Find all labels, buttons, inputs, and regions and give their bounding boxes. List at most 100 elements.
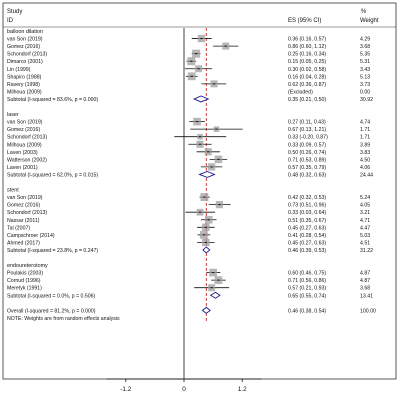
es-ci-text: 0.73 (0.51, 0.96) — [288, 203, 326, 209]
study-label: Laven (2001) — [7, 165, 38, 171]
group-label: balloon dilation — [7, 29, 43, 35]
es-ci-text: 0.71 (0.53, 0.89) — [288, 157, 326, 163]
study-label: Schondorf (2013) — [7, 210, 47, 216]
weight-text: 1.71 — [360, 127, 370, 133]
forest-rows: balloon dilation van Son (2019) 0.36 (0.16… — [7, 28, 376, 379]
weights-note: NOTE: Weights are from random effects an… — [7, 316, 120, 322]
study-label: van Son (2019) — [7, 120, 43, 126]
es-ci-text: 0.48 (0.32, 0.63) — [288, 172, 326, 178]
es-ci-text: 0.45 (0.27, 0.63) — [288, 240, 326, 246]
weight-text: 13.41 — [360, 293, 373, 299]
study-label: Poulakis (2003) — [7, 271, 43, 277]
es-ci-text: 0.15 (0.05, 0.25) — [288, 59, 326, 65]
weight-text: 4.06 — [360, 165, 370, 171]
weight-text: 1.71 — [360, 135, 370, 141]
subtotal-diamond — [202, 246, 211, 254]
es-ci-text: 0.36 (0.16, 0.57) — [288, 37, 326, 43]
weight-text: 4.74 — [360, 120, 370, 126]
weight-text: 30.92 — [360, 97, 373, 103]
weight-text: 5.24 — [360, 195, 370, 201]
study-label: Lin (1999) — [7, 67, 31, 73]
es-ci-text: 0.41 (0.28, 0.54) — [288, 233, 326, 239]
es-ci-text: 0.16 (0.04, 0.28) — [288, 74, 326, 80]
subtotal-diamond — [193, 95, 210, 103]
weight-text: 24.44 — [360, 172, 373, 178]
subtotal-label: Subtotal (I-squared = 83.6%, p = 0.000) — [7, 97, 98, 103]
study-label: Ahmed (2017) — [7, 240, 40, 246]
es-ci-text: 0.65 (0.55, 0.74) — [288, 293, 326, 299]
es-ci-text: 0.30 (0.02, 0.58) — [288, 67, 326, 73]
weight-text: 4.47 — [360, 225, 370, 231]
header-study: Study — [7, 9, 22, 15]
study-label: van Son (2019) — [7, 37, 43, 43]
weight-text: 3.43 — [360, 67, 370, 73]
study-label: Shapiro (1988) — [7, 74, 42, 80]
study-label: van Son (2019) — [7, 195, 43, 201]
header-id: ID — [7, 18, 14, 24]
weight-text: 4.87 — [360, 271, 370, 277]
es-ci-text: 0.62 (0.36, 0.87) — [288, 82, 326, 88]
es-ci-text: 0.27 (0.11, 0.43) — [288, 120, 326, 126]
weight-text: 3.68 — [360, 44, 370, 50]
es-ci-text: 0.67 (0.13, 1.21) — [288, 127, 326, 133]
weight-text: 4.29 — [360, 37, 370, 43]
x-tick-label: 1.2 — [238, 386, 247, 393]
es-ci-text: 0.57 (0.35, 0.79) — [288, 165, 326, 171]
overall-label: Overall (I-squared = 81.2%, p = 0.000) — [7, 308, 96, 314]
subtotal-label: Subtotal (I-squared = 62.0%, p = 0.015) — [7, 172, 98, 178]
es-ci-text: (Excluded) — [288, 89, 313, 95]
subtotal-diamond — [198, 170, 216, 178]
x-axis: -1.2 0 1.2 — [106, 378, 262, 393]
header-weight-pct: % — [361, 9, 367, 15]
group-label: endoureterotomy — [7, 263, 48, 269]
es-ci-text: 0.42 (0.32, 0.53) — [288, 195, 326, 201]
study-label: Gomez (2016) — [7, 127, 40, 133]
es-ci-text: 0.86 (0.60, 1.12) — [288, 44, 326, 50]
weight-text: 3.68 — [360, 286, 370, 292]
es-ci-text: 0.25 (0.16, 0.34) — [288, 52, 326, 58]
weight-text: 5.31 — [360, 59, 370, 65]
header-es: ES (95% CI) — [288, 18, 321, 24]
subtotal-label: Subtotal (I-squared = 23.8%, p = 0.247) — [7, 248, 98, 254]
weight-text: 100.00 — [360, 308, 376, 314]
weight-text: 4.05 — [360, 203, 370, 209]
es-ci-text: 0.33 (-0.20, 0.87) — [288, 135, 328, 141]
es-ci-text: 0.33 (0.09, 0.57) — [288, 142, 326, 148]
weight-text: 4.71 — [360, 218, 370, 224]
study-label: Meretyk (1991) — [7, 286, 42, 292]
es-ci-text: 0.45 (0.27, 0.63) — [288, 225, 326, 231]
weight-text: 4.51 — [360, 240, 370, 246]
x-tick-label: -1.2 — [120, 386, 131, 393]
study-label: Schondorf (2013) — [7, 135, 47, 141]
es-ci-text: 0.71 (0.56, 0.86) — [288, 278, 326, 284]
header-weight: Weight — [360, 18, 379, 24]
study-label: Campschroer (2014) — [7, 233, 55, 239]
es-ci-text: 0.51 (0.35, 0.67) — [288, 218, 326, 224]
weight-text: 31.22 — [360, 248, 373, 254]
weight-text: 0.00 — [360, 89, 370, 95]
group-label: laser — [7, 112, 19, 118]
study-label: Dimarco (2001) — [7, 59, 43, 65]
weight-text: 4.50 — [360, 157, 370, 163]
es-ci-text: 0.46 (0.38, 0.54) — [288, 308, 326, 314]
study-label: Tal (2007) — [7, 225, 30, 231]
study-label: Schondorf (2013) — [7, 52, 47, 58]
study-label: Milhoua (2009) — [7, 89, 42, 95]
weight-text: 5.35 — [360, 52, 370, 58]
study-label: Milhoua (2009) — [7, 142, 42, 148]
es-ci-text: 0.50 (0.26, 0.74) — [288, 150, 326, 156]
es-ci-text: 0.60 (0.46, 0.75) — [288, 271, 326, 277]
study-label: Laven (2003) — [7, 150, 38, 156]
study-label: Ravery (1998) — [7, 82, 40, 88]
es-ci-text: 0.57 (0.21, 0.93) — [288, 286, 326, 292]
subtotal-label: Subtotal (I-squared = 0.0%, p = 0.506) — [7, 293, 96, 299]
weight-text: 3.83 — [360, 150, 370, 156]
subtotal-diamond — [209, 291, 221, 299]
weight-text: 3.89 — [360, 142, 370, 148]
es-ci-text: 0.46 (0.39, 0.53) — [288, 248, 326, 254]
weight-text: 3.73 — [360, 82, 370, 88]
study-label: Watterson (2002) — [7, 157, 47, 163]
weight-text: 4.87 — [360, 278, 370, 284]
overall-diamond — [201, 306, 211, 314]
